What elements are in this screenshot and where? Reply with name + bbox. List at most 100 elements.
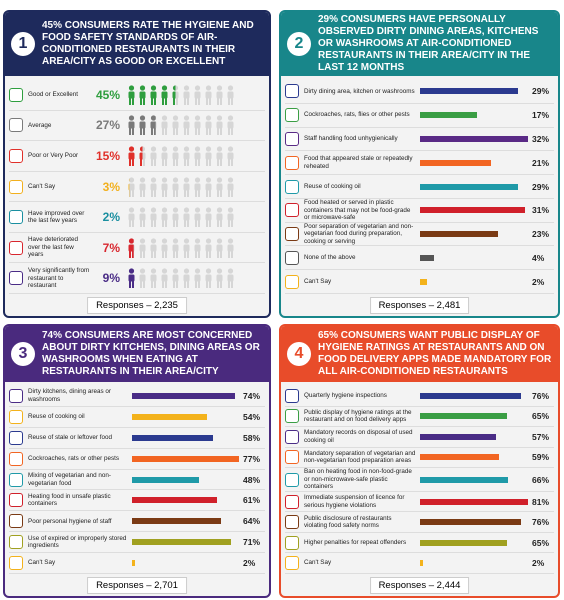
- value-label: 9%: [102, 271, 120, 286]
- category-row: Poor separation of vegetarian and non-ve…: [285, 223, 554, 247]
- bar-track: [132, 518, 239, 525]
- category-icon: [9, 179, 23, 194]
- category-icon: [285, 131, 299, 146]
- category-label: Reuse of stale or leftover food: [28, 433, 113, 441]
- pictogram-fill: [128, 85, 176, 105]
- value-label: 7%: [102, 240, 120, 255]
- bar: [420, 454, 499, 461]
- panel: 1 45% CONSUMERS RATE THE HYGIENE AND FOOD…: [3, 10, 271, 318]
- bar: [132, 413, 208, 420]
- bar: [420, 254, 434, 261]
- category-icon: [285, 179, 299, 194]
- category-icon: [9, 451, 23, 466]
- category-row: Mandatory separation of vegetarian and n…: [285, 448, 554, 469]
- value-label: 2%: [532, 558, 545, 569]
- category-label: Staff handling food unhygienically: [304, 135, 398, 143]
- category-row: Dirty dining area, kitchen or washrooms 2…: [285, 80, 554, 104]
- value-label: 23%: [532, 229, 550, 240]
- category-row: Public disclosure of restaurants violati…: [285, 512, 554, 533]
- category-row: Reuse of cooking oil 54%: [9, 407, 265, 428]
- value-label: 2%: [532, 276, 545, 287]
- value-label: 31%: [532, 205, 550, 216]
- panel-title: 29% CONSUMERS HAVE PERSONALLY OBSERVED D…: [318, 14, 539, 73]
- category-label: Poor or Very Poor: [28, 152, 79, 160]
- category-label: Heating food in unsafe plastic container…: [28, 492, 111, 508]
- value-label: 61%: [243, 495, 261, 506]
- category-label: Use of expired or improperly stored ingr…: [28, 534, 127, 550]
- value-label: 81%: [532, 496, 550, 507]
- bar: [420, 135, 528, 142]
- value-label: 17%: [532, 110, 550, 121]
- category-icon: [285, 250, 299, 265]
- category-label: Quarterly hygiene inspections: [304, 392, 387, 400]
- panel: 4 65% CONSUMERS WANT PUBLIC DISPLAY OF HY…: [279, 324, 560, 598]
- bar: [132, 434, 213, 441]
- pictogram-base: [128, 207, 234, 228]
- bar: [420, 519, 522, 526]
- bar-track: [420, 433, 528, 440]
- bar-track: [420, 519, 528, 526]
- pictogram-row: [128, 238, 234, 258]
- value-label: 4%: [532, 252, 545, 263]
- panel-body: Good or Excellent 45% Average 27% Poor or Ve…: [9, 80, 265, 295]
- category-icon: [9, 514, 23, 529]
- bar-track: [132, 539, 239, 546]
- category-label: Cockroaches, rats, flies or other pests: [304, 111, 410, 119]
- value-label: 32%: [532, 133, 550, 144]
- value-label: 76%: [532, 390, 550, 401]
- category-icon: [285, 84, 299, 99]
- panel-header: 2 29% CONSUMERS HAVE PERSONALLY OBSERVED …: [281, 12, 558, 76]
- value-label: 48%: [243, 474, 261, 485]
- bar: [420, 183, 518, 190]
- category-label: Public disclosure of restaurants violati…: [304, 514, 392, 530]
- category-icon: [9, 271, 23, 286]
- bar-track: [132, 455, 239, 462]
- category-row: Can't Say 2%: [285, 270, 554, 295]
- category-row: Poor personal hygiene of staff 64%: [9, 511, 265, 533]
- responses-note: Responses – 2,444: [369, 577, 470, 594]
- bar-track: [420, 135, 528, 142]
- bar: [420, 476, 508, 483]
- value-label: 45%: [95, 87, 120, 102]
- bar: [420, 413, 507, 420]
- category-icon: [285, 203, 299, 218]
- panel-number: 2: [287, 32, 311, 56]
- bar: [132, 455, 239, 462]
- value-label: 71%: [243, 537, 261, 548]
- category-label: Average: [28, 121, 52, 129]
- bar-track: [420, 207, 528, 214]
- category-label: Immediate suspension of licence for seri…: [304, 494, 405, 509]
- category-label: Poor personal hygiene of staff: [28, 517, 112, 525]
- category-row: Mandatory records on disposal of used co…: [285, 427, 554, 448]
- category-label: None of the above: [304, 254, 356, 262]
- bar: [420, 159, 491, 166]
- category-row: Dirty kitchens, dining areas or washroom…: [9, 386, 265, 407]
- category-icon: [285, 515, 299, 530]
- bar: [420, 112, 478, 119]
- bar-track: [132, 413, 239, 420]
- bar: [420, 433, 496, 440]
- bar: [420, 207, 525, 214]
- value-label: 64%: [243, 516, 261, 527]
- category-label: Mandatory records on disposal of used co…: [304, 429, 413, 444]
- category-label: Very significantly from restaurant to re…: [28, 267, 90, 289]
- category-row: Public display of hygiene ratings at the…: [285, 407, 554, 428]
- category-label: Can't Say: [28, 182, 56, 190]
- category-label: Food heated or served in plastic contain…: [304, 199, 411, 222]
- category-label: Mixing of vegetarian and non-vegetarian …: [28, 472, 111, 487]
- category-label: Cockroaches, rats or other pests: [28, 454, 119, 462]
- panel: 3 74% CONSUMERS ARE MOST CONCERNED ABOUT …: [3, 324, 271, 598]
- bar-track: [420, 183, 528, 190]
- category-icon: [9, 409, 23, 424]
- category-icon: [285, 472, 299, 487]
- panel: 2 29% CONSUMERS HAVE PERSONALLY OBSERVED …: [279, 10, 560, 318]
- panel-title: 45% CONSUMERS RATE THE HYGIENE AND FOOD …: [42, 20, 254, 67]
- category-icon: [285, 556, 299, 571]
- category-row: Mixing of vegetarian and non-vegetarian …: [9, 470, 265, 491]
- bar-track: [420, 392, 528, 399]
- category-icon: [285, 429, 299, 444]
- category-icon: [285, 494, 299, 509]
- category-icon: [285, 450, 299, 465]
- bar: [420, 539, 507, 546]
- category-row: Food heated or served in plastic contain…: [285, 199, 554, 223]
